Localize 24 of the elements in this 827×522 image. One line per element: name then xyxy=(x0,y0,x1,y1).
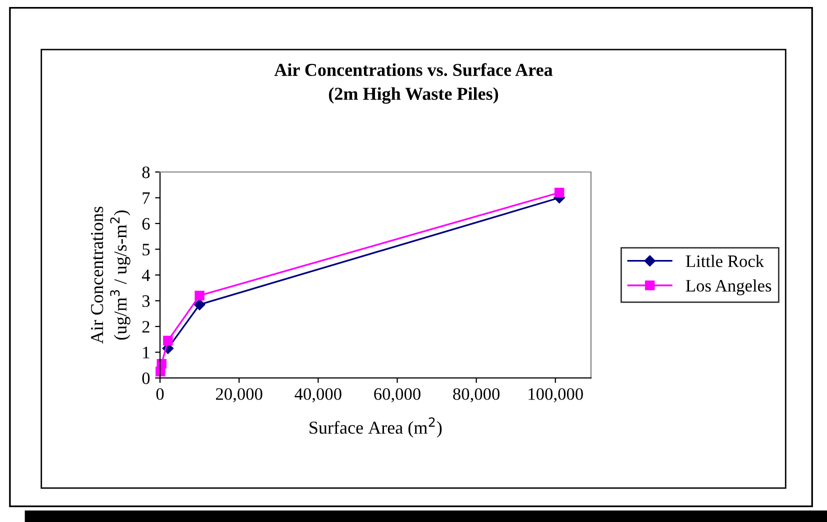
y-tick-label: 0 xyxy=(142,372,150,384)
y-tick-label: 5 xyxy=(142,244,150,256)
point xyxy=(554,188,564,198)
y-tick-label: 7 xyxy=(142,192,150,204)
x-tick-label: 0 xyxy=(156,388,164,400)
point xyxy=(163,336,173,346)
chart-title: Air Concentrations vs. Surface Area (2m High Waste Piles) xyxy=(274,63,553,104)
y-tick-label: 6 xyxy=(142,218,150,230)
legend-label: Little Rock xyxy=(686,254,764,268)
y-tick-label: 3 xyxy=(142,295,150,307)
y-tick-label: 2 xyxy=(142,321,150,333)
legend-label: Los Angeles xyxy=(686,279,772,296)
y-tick-label: 1 xyxy=(143,346,150,358)
point xyxy=(156,358,166,369)
x-tick-label: 80,000 xyxy=(453,388,500,402)
x-axis-title: Surface Area (m$^{2}$) xyxy=(310,417,442,438)
y-tick-label: 4 xyxy=(142,270,150,282)
x-tick-label: 60,000 xyxy=(374,388,420,402)
point xyxy=(194,290,204,300)
x-tick-label: 20,000 xyxy=(216,388,262,402)
x-tick-label: 40,000 xyxy=(294,388,342,402)
y-axis-title: Air Concentrations (ug/m$^{3}$ / ug/s-m$^{2}$) xyxy=(91,206,130,344)
y-tick-label: 8 xyxy=(142,166,150,178)
x-tick-label: 100,000 xyxy=(528,388,583,402)
